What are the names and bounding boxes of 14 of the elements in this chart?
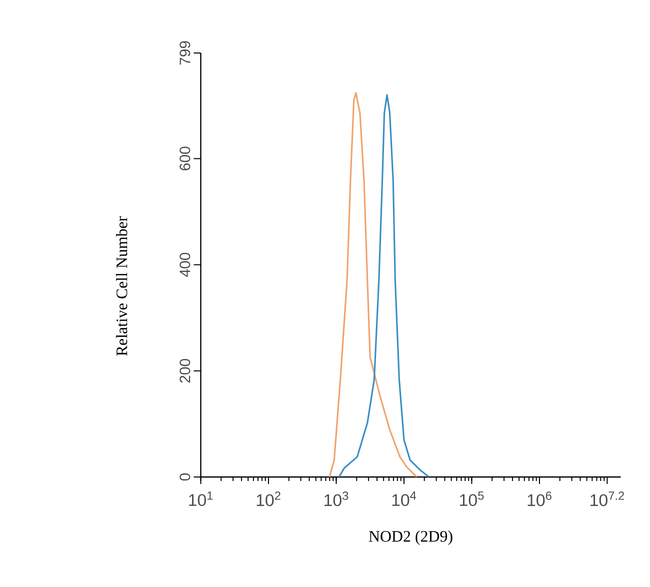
y-tick-label: 200 [180,358,190,383]
x-tick-label: 10$^{2}$ [256,492,280,506]
x-tick-label: 10$^{7.2}$ [590,492,624,506]
y-axis-title: Relative Cell Number [116,216,128,356]
x-tick-label: 10$^{5}$ [460,492,484,506]
x-tick-label: 10$^{4}$ [392,492,416,506]
x-tick-label: 10$^{1}$ [189,492,213,506]
y-tick-label: 0 [180,473,190,481]
y-tick-label: 799 [180,41,190,65]
x-axis-title: NOD2 (2D9) [368,530,452,545]
x-tick-label: 10$^{3}$ [324,492,348,506]
y-tick-label: 400 [180,252,190,277]
y-tick-label: 600 [180,146,190,170]
x-tick-label: 10$^{6}$ [528,492,552,506]
